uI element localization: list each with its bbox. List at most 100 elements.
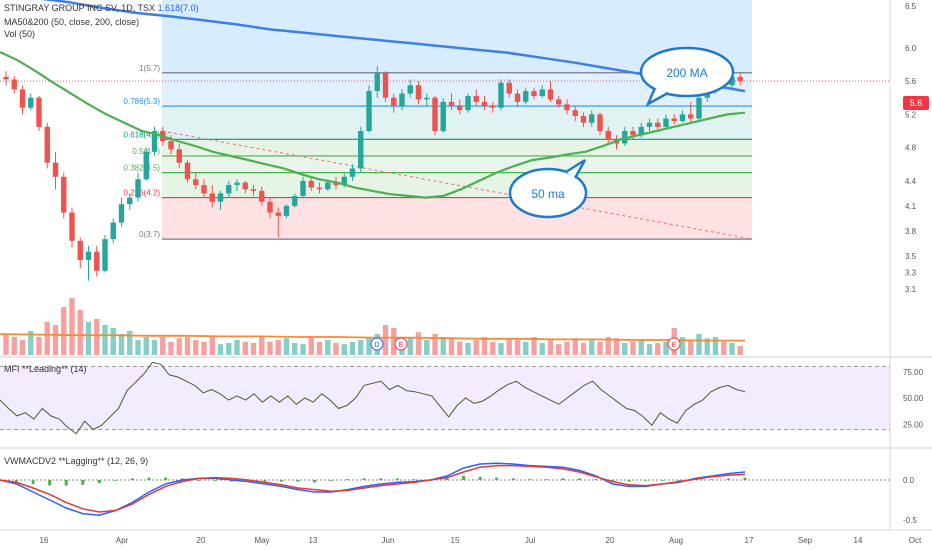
macd-histogram-bar — [15, 480, 19, 482]
candle-body — [325, 182, 331, 190]
fib-level-label: 0.382(4.5) — [124, 164, 161, 173]
volume-bar — [547, 340, 554, 355]
candle-body — [696, 97, 702, 119]
volume-bar — [407, 337, 413, 355]
macd-histogram-bar — [726, 478, 730, 480]
volume-bar — [597, 341, 603, 355]
time-axis-tick: 15 — [451, 536, 460, 545]
candle-body — [531, 91, 537, 97]
volume-bar — [226, 343, 232, 355]
candle-body — [547, 89, 554, 100]
candle-body — [143, 151, 149, 180]
mfi-title: MFI **Leading** (14) — [4, 364, 87, 374]
price-axis-tick: 4.1 — [905, 202, 917, 211]
mfi-line — [0, 361, 746, 435]
candle-body — [358, 131, 364, 169]
volume-bar — [622, 343, 628, 355]
volume-bar — [184, 337, 191, 355]
macd-histogram-bar — [197, 480, 201, 481]
candle-body — [308, 180, 314, 188]
volume-bar — [580, 343, 587, 355]
candle-body — [630, 131, 636, 136]
macd-histogram-bar — [528, 479, 532, 480]
volume-bar — [333, 343, 339, 355]
candle-body — [737, 76, 743, 82]
volume-bar — [382, 325, 389, 355]
candle-body — [589, 114, 595, 123]
candle-body — [242, 182, 248, 190]
candle-body — [201, 185, 207, 194]
candle-body — [209, 193, 215, 202]
volume-bar — [151, 340, 158, 355]
mfi-axis-tick: 75.00 — [903, 368, 924, 377]
event-marker — [394, 337, 408, 351]
ma50-callout-pointer — [565, 158, 587, 179]
candle-body — [44, 126, 50, 163]
volume-bar — [415, 332, 422, 355]
macd-histogram-bar — [710, 479, 714, 480]
macd-histogram-bar — [445, 478, 449, 480]
candle-body — [399, 93, 405, 107]
macd-histogram-bar — [462, 476, 466, 480]
candle-body — [498, 82, 504, 108]
time-axis-tick: 20 — [606, 536, 615, 545]
candle-body — [333, 182, 339, 186]
fib-zone — [162, 139, 752, 156]
macd-histogram-bar — [395, 478, 399, 480]
volume-bar — [11, 337, 17, 355]
candle-body — [523, 91, 529, 102]
price-axis-tick: 4.4 — [905, 177, 917, 186]
macd-histogram-bar — [329, 480, 333, 481]
time-axis-tick: 16 — [40, 536, 49, 545]
candle-body — [440, 101, 446, 131]
volume-ma-line — [0, 333, 745, 342]
macd-histogram-bar — [130, 478, 134, 480]
macd-histogram-bar — [511, 478, 515, 480]
fib-trend-line — [161, 130, 753, 240]
volume-bar — [143, 337, 149, 355]
macd-histogram-bar — [296, 480, 300, 482]
candle-body — [226, 185, 232, 194]
candle-body — [465, 96, 471, 111]
candle-body — [382, 72, 389, 98]
volume-bar — [539, 343, 545, 355]
event-marker-label: E — [672, 342, 677, 349]
volume-bar — [209, 337, 215, 355]
candle-body — [127, 197, 133, 205]
volume-bar — [613, 338, 620, 355]
volume-bar — [308, 337, 314, 355]
macd-histogram-bar — [114, 480, 118, 481]
fib-zone — [162, 106, 752, 140]
candle-body — [234, 182, 240, 186]
candle-body — [572, 110, 578, 117]
volume-bar — [325, 340, 331, 355]
macd-histogram-bar — [478, 476, 482, 480]
candle-body — [679, 114, 686, 122]
volume-bar — [44, 322, 50, 355]
volume-bar — [556, 344, 562, 355]
volume-bar — [28, 331, 34, 355]
fib-level-label: 0.786(5.3) — [124, 97, 161, 106]
event-marker-label: D — [374, 342, 379, 349]
macd-histogram-bar — [230, 480, 234, 482]
volume-bar — [531, 337, 537, 355]
symbol-label: STINGRAY GROUP INC SV, 1D, TSX — [4, 3, 156, 13]
candle-body — [151, 131, 158, 152]
candle-body — [514, 93, 521, 102]
chart-header-symbol: STINGRAY GROUP INC SV, 1D, TSX 1.618(7.0… — [4, 3, 199, 13]
candle-body — [473, 96, 479, 102]
event-marker-label: E — [399, 342, 404, 349]
volume-bar — [242, 341, 248, 355]
volume-bar — [737, 346, 743, 355]
macd-title: VWMACDV2 **Lagging** (12, 26, 9) — [4, 456, 148, 466]
mfi-band — [0, 366, 890, 430]
candle-body — [193, 179, 199, 186]
candle-body — [490, 106, 496, 108]
volume-bar — [457, 341, 463, 355]
candle-body — [102, 239, 108, 271]
price-axis-tick: 5.2 — [905, 110, 917, 119]
price-axis-tick: 3.1 — [905, 285, 917, 294]
candle-body — [655, 122, 661, 127]
volume-bar — [721, 341, 727, 355]
volume-bar — [349, 341, 356, 355]
